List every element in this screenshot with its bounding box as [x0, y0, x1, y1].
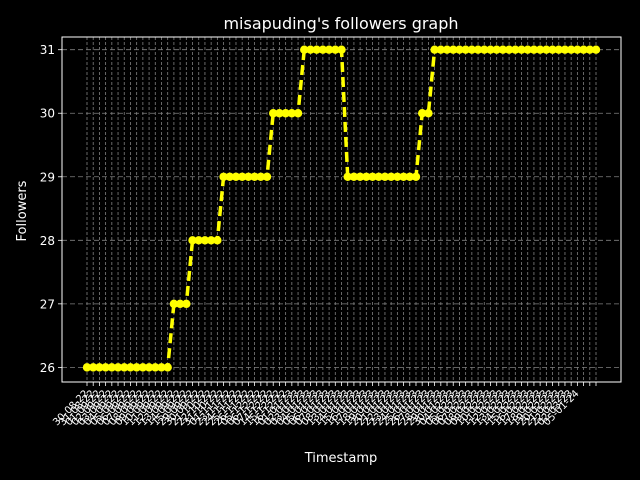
data-point: [579, 45, 588, 54]
data-point: [548, 45, 557, 54]
data-point: [504, 45, 514, 54]
data-point: [529, 45, 539, 54]
x-axis-label: Timestamp: [304, 451, 378, 466]
data-point: [89, 363, 98, 372]
y-axis-label: Followers: [15, 180, 30, 241]
data-point: [535, 45, 545, 54]
data-point: [461, 45, 470, 54]
y-tick-label: 28: [40, 234, 55, 248]
data-point: [151, 363, 160, 372]
data-point: [262, 172, 272, 181]
data-point: [275, 109, 284, 118]
data-point: [82, 363, 92, 372]
data-point: [331, 45, 340, 54]
data-point: [386, 172, 396, 181]
data-point: [107, 363, 117, 372]
data-point: [206, 236, 216, 245]
data-point: [225, 172, 234, 181]
data-point: [405, 172, 414, 181]
data-point: [380, 172, 390, 181]
y-tick-label: 26: [40, 361, 55, 375]
series-points: [82, 45, 601, 372]
data-point: [312, 45, 321, 54]
data-point: [430, 45, 439, 54]
data-point: [200, 236, 210, 245]
data-point: [293, 109, 303, 118]
data-point: [256, 172, 266, 181]
data-point: [219, 172, 228, 181]
data-point: [163, 363, 172, 372]
data-point: [486, 45, 495, 54]
data-point: [566, 45, 576, 54]
y-tick-label: 29: [40, 170, 55, 184]
data-point: [175, 299, 185, 309]
data-point: [169, 299, 179, 309]
data-point: [554, 45, 563, 54]
data-point: [542, 45, 551, 54]
data-point: [269, 109, 278, 118]
data-point: [306, 45, 315, 54]
data-point: [318, 45, 328, 54]
data-point: [144, 363, 154, 372]
y-tick-label: 30: [40, 107, 55, 121]
data-point: [237, 172, 247, 181]
data-point: [113, 363, 123, 372]
data-point: [138, 363, 148, 372]
data-point: [157, 363, 166, 372]
data-point: [244, 172, 253, 181]
data-point: [300, 45, 309, 54]
data-point: [132, 363, 141, 372]
data-point: [182, 299, 191, 309]
data-point: [355, 172, 365, 181]
data-point: [455, 45, 464, 54]
data-point: [343, 172, 352, 181]
data-point: [473, 45, 483, 54]
data-point: [498, 45, 508, 54]
data-point: [573, 45, 582, 54]
data-point: [399, 172, 408, 181]
data-point: [523, 45, 532, 54]
data-point: [337, 45, 346, 54]
data-point: [194, 236, 203, 245]
y-tick-label: 31: [40, 43, 55, 57]
data-point: [436, 45, 446, 54]
y-axis: 26 27 28 29 30 31: [40, 43, 62, 375]
data-point: [120, 363, 129, 372]
data-point: [467, 45, 477, 54]
data-point: [231, 172, 241, 181]
data-point: [362, 172, 371, 181]
data-point: [424, 109, 433, 118]
data-point: [417, 109, 427, 118]
data-point: [374, 172, 383, 181]
data-point: [349, 172, 359, 181]
data-point: [95, 363, 104, 372]
data-point: [560, 45, 570, 54]
data-point: [480, 45, 489, 54]
data-point: [213, 236, 222, 245]
chart-title: misapuding's followers graph: [223, 14, 458, 33]
data-point: [517, 45, 526, 54]
y-tick-label: 27: [40, 297, 55, 311]
data-point: [126, 363, 135, 372]
data-point: [287, 109, 297, 118]
data-point: [368, 172, 377, 181]
data-point: [511, 45, 520, 54]
data-point: [250, 172, 259, 181]
data-point: [188, 236, 197, 245]
data-point: [281, 109, 290, 118]
data-point: [101, 363, 110, 372]
data-point: [393, 172, 402, 181]
grid: [62, 37, 621, 382]
data-point: [585, 45, 594, 54]
data-point: [411, 172, 421, 181]
data-point: [591, 45, 601, 54]
data-point: [449, 45, 458, 54]
data-point: [442, 45, 452, 54]
data-point: [324, 45, 334, 54]
data-point: [492, 45, 501, 54]
